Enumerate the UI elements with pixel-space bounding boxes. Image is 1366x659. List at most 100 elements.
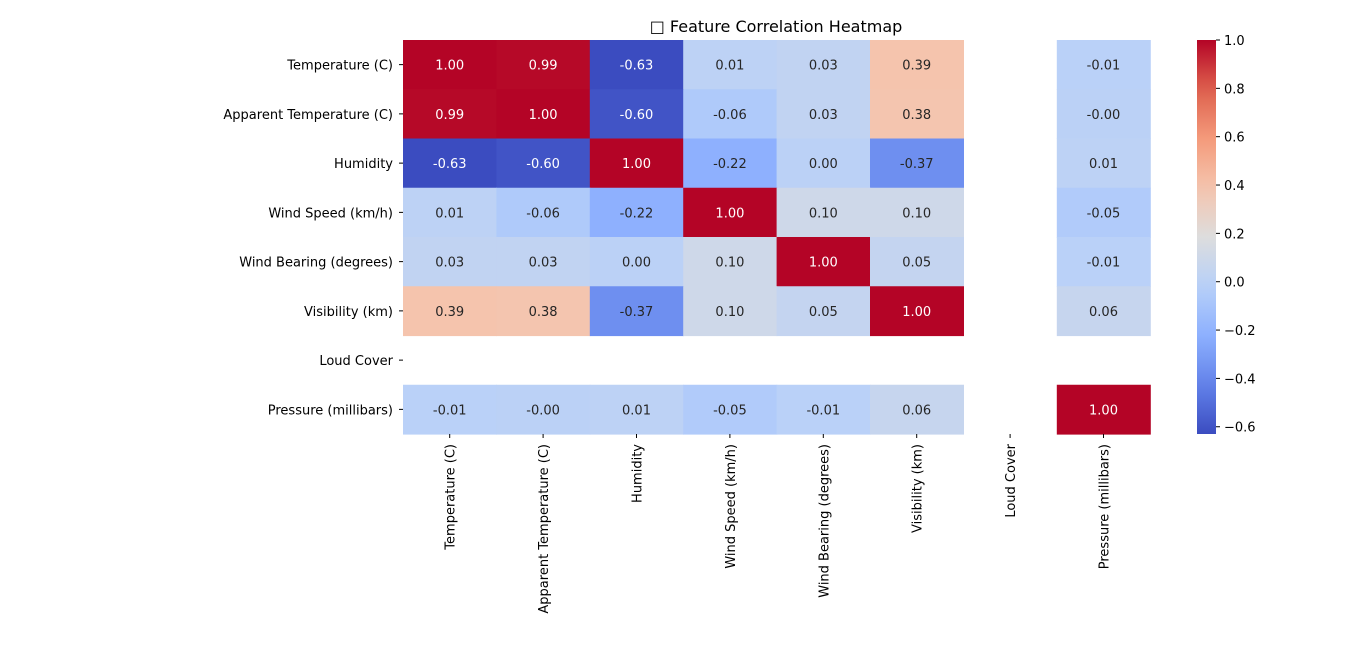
heatmap-cell bbox=[403, 89, 497, 140]
heatmap-cell bbox=[683, 237, 778, 287]
y-tick-label: Visibility (km) bbox=[304, 305, 393, 320]
x-tick-label: Pressure (millibars) bbox=[1098, 444, 1113, 569]
heatmap-cell bbox=[403, 237, 497, 287]
y-tick-label: Wind Bearing (degrees) bbox=[239, 256, 393, 271]
cell-value-label: -0.01 bbox=[1087, 59, 1121, 74]
heatmap-cell bbox=[496, 89, 591, 140]
heatmap-cell bbox=[870, 384, 964, 435]
cell-value-label: -0.05 bbox=[1087, 206, 1121, 221]
cell-value-label: -0.05 bbox=[713, 403, 747, 418]
cell-value-label: -0.37 bbox=[900, 157, 934, 172]
heatmap-cell bbox=[496, 237, 591, 287]
cell-value-label: -0.00 bbox=[526, 403, 560, 418]
cell-value-label: -0.01 bbox=[433, 403, 467, 418]
heatmap-cell bbox=[1056, 237, 1151, 287]
cell-value-label: 0.38 bbox=[529, 305, 558, 320]
cell-value-label: 0.03 bbox=[809, 108, 838, 123]
cell-value-label: -0.60 bbox=[620, 108, 654, 123]
colorbar-tick-label: 0.6 bbox=[1224, 131, 1245, 146]
cell-value-label: 0.03 bbox=[809, 59, 838, 74]
heatmap-cell bbox=[589, 138, 684, 189]
heatmap-cell bbox=[1056, 286, 1151, 337]
y-tick-label: Temperature (C) bbox=[286, 59, 393, 74]
cell-value-label: 0.00 bbox=[622, 256, 651, 271]
cell-value-label: -0.00 bbox=[1087, 108, 1121, 123]
cell-value-label: -0.63 bbox=[433, 157, 467, 172]
cell-value-label: 0.10 bbox=[715, 256, 744, 271]
y-tick-label: Loud Cover bbox=[319, 354, 393, 369]
cell-value-label: 0.01 bbox=[715, 59, 744, 74]
heatmap-cell bbox=[589, 187, 684, 238]
heatmap-cell bbox=[496, 40, 591, 90]
colorbar-tick-label: 0.8 bbox=[1224, 82, 1245, 97]
cell-value-label: 0.03 bbox=[529, 256, 558, 271]
cell-value-label: 0.99 bbox=[529, 59, 558, 74]
colorbar-gradient bbox=[1197, 40, 1216, 434]
heatmap-cell bbox=[870, 138, 964, 189]
x-axis-ticks: Temperature (C) Apparent Temperature (C) H… bbox=[444, 434, 1113, 614]
heatmap-cell bbox=[870, 237, 964, 287]
y-tick-label: Wind Speed (km/h) bbox=[268, 206, 393, 221]
heatmap-cell bbox=[496, 384, 591, 435]
x-tick-label: Apparent Temperature (C) bbox=[537, 444, 552, 614]
cell-value-label: 0.05 bbox=[809, 305, 838, 320]
heatmap-cell bbox=[776, 237, 871, 287]
x-tick-label: Temperature (C) bbox=[444, 444, 459, 551]
heatmap-cell bbox=[870, 40, 964, 90]
cell-value-label: 1.00 bbox=[902, 305, 931, 320]
heatmap-cell bbox=[870, 187, 964, 238]
cell-value-label: -0.06 bbox=[713, 108, 747, 123]
heatmap-cell bbox=[589, 237, 684, 287]
heatmap-cell bbox=[776, 286, 871, 337]
colorbar-tick-label: 0.0 bbox=[1224, 276, 1245, 291]
cell-value-label: 1.00 bbox=[435, 59, 464, 74]
x-tick-label: Humidity bbox=[631, 444, 646, 503]
cell-value-label: 1.00 bbox=[529, 108, 558, 123]
cell-value-label: 1.00 bbox=[809, 256, 838, 271]
cell-value-label: 0.01 bbox=[435, 206, 464, 221]
cell-value-label: 0.01 bbox=[1089, 157, 1118, 172]
heatmap-cell bbox=[776, 384, 871, 435]
heatmap-cell bbox=[683, 286, 778, 337]
heatmap-cell bbox=[1056, 384, 1151, 435]
heatmap-cell bbox=[496, 286, 591, 337]
heatmap-cell bbox=[1056, 138, 1151, 189]
colorbar: 1.0 0.8 0.6 0.4 0.2 0.0 −0.2 −0.4 −0.6 bbox=[1197, 34, 1256, 436]
cell-value-label: 0.01 bbox=[622, 403, 651, 418]
colorbar-tick-label: −0.6 bbox=[1224, 421, 1256, 436]
heatmap-cell bbox=[589, 286, 684, 337]
cell-value-label: 0.38 bbox=[902, 108, 931, 123]
colorbar-tick-label: −0.2 bbox=[1224, 324, 1256, 339]
cell-value-label: 0.39 bbox=[435, 305, 464, 320]
heatmap-cell bbox=[403, 286, 497, 337]
heatmap-cell bbox=[1056, 187, 1151, 238]
x-tick-label: Wind Speed (km/h) bbox=[724, 444, 739, 569]
heatmap-cell bbox=[870, 286, 964, 337]
heatmap-cell bbox=[776, 187, 871, 238]
x-tick-label: Wind Bearing (degrees) bbox=[817, 444, 832, 598]
heatmap-cell bbox=[776, 89, 871, 140]
y-axis-ticks: Temperature (C) Apparent Temperature (C) H… bbox=[223, 59, 403, 418]
cell-value-label: 0.06 bbox=[1089, 305, 1118, 320]
cell-value-label: 0.03 bbox=[435, 256, 464, 271]
chart-title: □ Feature Correlation Heatmap bbox=[650, 17, 903, 36]
cell-value-label: -0.06 bbox=[526, 206, 560, 221]
colorbar-tick-label: 1.0 bbox=[1224, 34, 1245, 49]
heatmap-cell bbox=[683, 187, 778, 238]
heatmap-cell bbox=[403, 187, 497, 238]
cell-value-label: 0.10 bbox=[809, 206, 838, 221]
heatmap-cell bbox=[683, 384, 778, 435]
cell-value-label: -0.22 bbox=[620, 206, 654, 221]
heatmap-cell bbox=[683, 138, 778, 189]
heatmap-cell bbox=[589, 89, 684, 140]
heatmap-cell bbox=[589, 384, 684, 435]
cell-value-label: -0.63 bbox=[620, 59, 654, 74]
cell-value-label: -0.37 bbox=[620, 305, 654, 320]
cell-value-label: 1.00 bbox=[1089, 403, 1118, 418]
heatmap-cell bbox=[870, 89, 964, 140]
cell-value-label: -0.60 bbox=[526, 157, 560, 172]
colorbar-tick-label: −0.4 bbox=[1224, 372, 1256, 387]
heatmap-cell bbox=[403, 40, 497, 90]
colorbar-tick-label: 0.4 bbox=[1224, 179, 1245, 194]
